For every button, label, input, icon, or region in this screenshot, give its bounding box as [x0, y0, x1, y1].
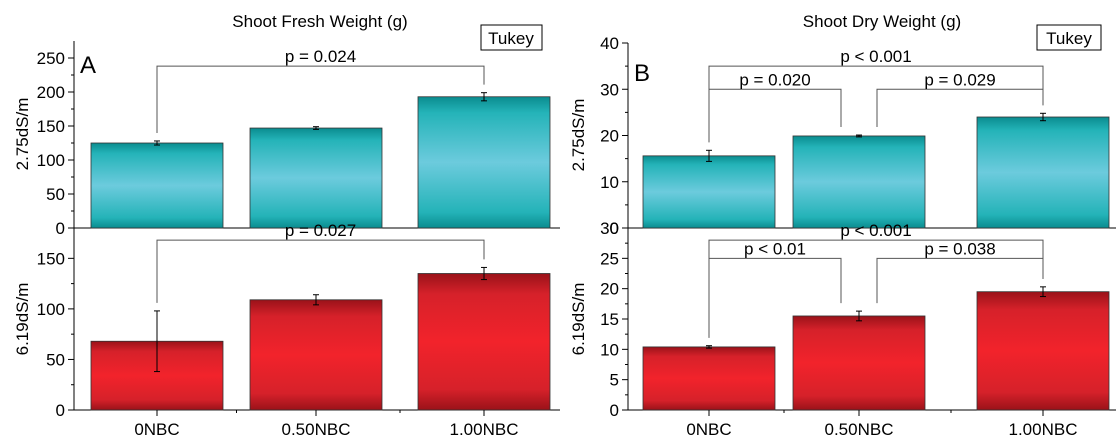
bar: [792, 135, 926, 229]
y-tick-label: 10: [600, 173, 619, 192]
x-tick-label: 0NBC: [686, 420, 731, 437]
panel-a-letter: A: [80, 52, 96, 79]
bar: [249, 299, 383, 411]
bar: [976, 116, 1110, 229]
y-tick-label: 50: [46, 185, 65, 204]
y-tick-label: 150: [37, 249, 65, 268]
y-tick-label: 30: [600, 219, 619, 238]
y-tick-label: 200: [37, 83, 65, 102]
y-tick-label: 250: [37, 49, 65, 68]
error-bar: [313, 294, 319, 306]
y-tick-label: 0: [56, 401, 65, 420]
x-tick-label: 0NBC: [134, 420, 179, 437]
significance-bracket: p = 0.038: [876, 239, 1044, 304]
bracket-line: [876, 88, 1044, 128]
y-axis-label: 2.75dS/m: [13, 98, 32, 171]
bracket-line: [708, 257, 842, 338]
error-bar: [1040, 286, 1046, 298]
p-value-label: p < 0.01: [744, 239, 806, 258]
error-bar: [706, 149, 712, 162]
p-value-label: p = 0.038: [924, 239, 995, 258]
significance-bracket: p = 0.029: [876, 70, 1044, 128]
bracket-line: [708, 88, 842, 143]
y-tick-label: 50: [46, 350, 65, 369]
y-axis-label: 2.75dS/m: [569, 99, 588, 172]
error-bar: [856, 134, 862, 138]
bar: [417, 273, 551, 411]
p-value-label: p < 0.001: [840, 47, 911, 66]
y-tick-label: 30: [600, 80, 619, 99]
y-tick-label: 0: [610, 219, 619, 238]
panel-a-title: Shoot Fresh Weight (g): [232, 12, 407, 31]
bar: [642, 155, 776, 229]
x-tick-label: 0.50NBC: [825, 420, 894, 437]
x-tick-label: 1.00NBC: [450, 420, 519, 437]
significance-bracket: p < 0.01: [708, 239, 842, 338]
y-tick-label: 25: [600, 249, 619, 268]
significance-bracket: p = 0.027: [156, 221, 485, 303]
y-tick-label: 15: [600, 310, 619, 329]
y-tick-label: 40: [600, 34, 619, 53]
y-tick-label: 100: [37, 151, 65, 170]
error-bar: [856, 310, 862, 322]
plot-b-bottom: 0 5 10 15 20 25 30 6.19dS/m 0NBC 0.50NBC 1.00NBC p …: [569, 219, 1116, 437]
p-value-label: p = 0.027: [285, 221, 356, 240]
bar: [792, 315, 926, 411]
y-tick-label: 0: [610, 401, 619, 420]
y-tick-label: 20: [600, 127, 619, 146]
x-tick-label: 1.00NBC: [1009, 420, 1078, 437]
bar: [90, 142, 224, 229]
plot-b-top: 0 10 20 30 40 2.75dS/m p < 0.001 p = 0.020 p = 0…: [569, 34, 1116, 238]
x-tick-label: 0.50NBC: [282, 420, 351, 437]
tukey-label-a: Tukey: [488, 29, 534, 48]
error-bar: [313, 126, 319, 130]
y-tick-label: 20: [600, 280, 619, 299]
y-tick-label: 150: [37, 117, 65, 136]
bar: [976, 291, 1110, 411]
error-bar: [154, 140, 160, 146]
tukey-box-a: Tukey: [480, 24, 543, 51]
bracket-line: [156, 65, 485, 133]
panel-b-title: Shoot Dry Weight (g): [803, 12, 961, 31]
bracket-line: [156, 239, 485, 303]
error-bar: [706, 345, 712, 349]
y-axis-label: 6.19dS/m: [13, 283, 32, 356]
y-tick-label: 0: [56, 219, 65, 238]
p-value-label: p = 0.024: [285, 47, 356, 66]
bracket-line: [876, 257, 1044, 304]
plot-a-bottom: 0 50 100 150 6.19dS/m 0NBC 0.50NBC 1.00NBC p = 0…: [13, 221, 560, 437]
p-value-label: p = 0.029: [924, 70, 995, 89]
p-value-label: p = 0.020: [739, 70, 810, 89]
error-bar: [481, 266, 487, 281]
p-value-label: p < 0.001: [840, 221, 911, 240]
panel-b-letter: B: [634, 60, 650, 87]
significance-bracket: p = 0.020: [708, 70, 842, 143]
y-tick-label: 10: [600, 340, 619, 359]
significance-bracket: p = 0.024: [156, 47, 485, 133]
bar: [642, 346, 776, 411]
bar: [417, 96, 551, 229]
bar: [249, 127, 383, 229]
tukey-box-b: Tukey: [1036, 24, 1102, 51]
tukey-label-b: Tukey: [1046, 29, 1092, 48]
error-bar: [154, 310, 160, 373]
y-tick-label: 100: [37, 300, 65, 319]
plot-a-top: 0 50 100 150 200 250 2.75dS/m p = 0.024: [13, 41, 560, 238]
error-bar: [481, 92, 487, 102]
y-tick-label: 5: [610, 371, 619, 390]
error-bar: [1040, 112, 1046, 122]
y-axis-label: 6.19dS/m: [569, 283, 588, 356]
